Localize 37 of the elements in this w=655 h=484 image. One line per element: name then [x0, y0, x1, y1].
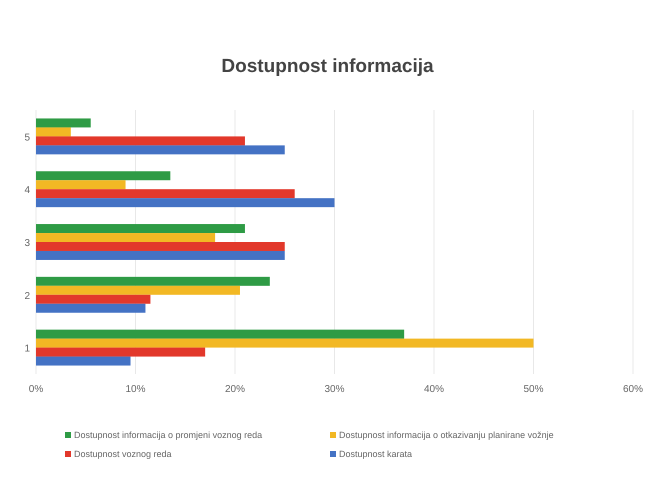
legend-label: Dostupnost informacija o otkazivanju planirane vožnje: [339, 430, 554, 440]
bar: [36, 294, 150, 304]
bar: [36, 338, 534, 348]
bar: [36, 330, 404, 339]
x-tick-label: 40%: [424, 384, 444, 395]
bar: [36, 250, 285, 260]
bar: [36, 224, 245, 234]
bar: [36, 356, 131, 366]
bar: [36, 145, 285, 154]
y-tick-label: 5: [24, 132, 30, 144]
bar: [36, 171, 170, 180]
y-tick-label: 3: [24, 238, 30, 249]
y-tick-label: 2: [24, 290, 30, 302]
bar: [36, 180, 126, 190]
y-tick-label: 1: [24, 344, 30, 355]
bar: [36, 118, 91, 128]
legend-label: Dostupnost karata: [339, 449, 412, 459]
x-tick-label: 60%: [622, 384, 644, 395]
bar: [36, 276, 270, 286]
bar: [36, 233, 216, 242]
legend-label: Dostupnost voznog reda: [74, 449, 172, 459]
bar: [36, 348, 206, 357]
y-tick-label: 4: [24, 185, 30, 196]
bar: [36, 242, 285, 251]
x-tick-label: 50%: [523, 384, 544, 395]
x-tick-label: 30%: [324, 384, 345, 395]
bar: [36, 198, 334, 208]
legend-label: Dostupnost informacija o promjeni voznog reda: [74, 430, 262, 440]
x-tick-label: 20%: [224, 384, 246, 395]
bar: [36, 286, 240, 295]
chart-title: Dostupnost informacija: [221, 56, 434, 77]
bar: [36, 127, 71, 136]
x-tick-label: 10%: [125, 384, 146, 395]
bar: [36, 189, 295, 198]
x-tick-label: 0%: [28, 384, 44, 395]
bar: [36, 136, 245, 146]
bar: [36, 304, 146, 313]
